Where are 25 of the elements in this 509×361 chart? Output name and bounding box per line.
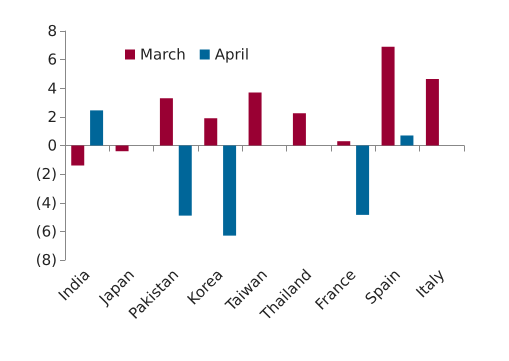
bar bbox=[178, 146, 192, 216]
legend-label: March bbox=[140, 46, 186, 64]
y-tick-label: (6) bbox=[36, 222, 57, 240]
y-tick-label: (4) bbox=[36, 194, 57, 212]
y-tick-label: (8) bbox=[36, 251, 57, 269]
y-tick-label: (2) bbox=[36, 165, 57, 184]
bar bbox=[90, 110, 104, 146]
y-tick-label: 0 bbox=[47, 136, 57, 154]
bar bbox=[248, 92, 262, 146]
bar bbox=[116, 146, 129, 152]
bar bbox=[337, 141, 350, 146]
bar bbox=[71, 146, 84, 166]
bar bbox=[382, 46, 395, 146]
y-tick-label: 8 bbox=[47, 22, 57, 40]
bar bbox=[160, 98, 173, 146]
bar bbox=[356, 146, 370, 215]
bar bbox=[426, 78, 439, 146]
bar bbox=[400, 135, 414, 146]
bar bbox=[204, 118, 218, 146]
legend-label: April bbox=[214, 46, 250, 64]
bar bbox=[292, 113, 306, 146]
y-tick-label: 2 bbox=[47, 108, 57, 126]
y-tick-label: 6 bbox=[47, 50, 57, 69]
bar bbox=[223, 146, 236, 236]
y-tick-label: 4 bbox=[47, 79, 57, 98]
